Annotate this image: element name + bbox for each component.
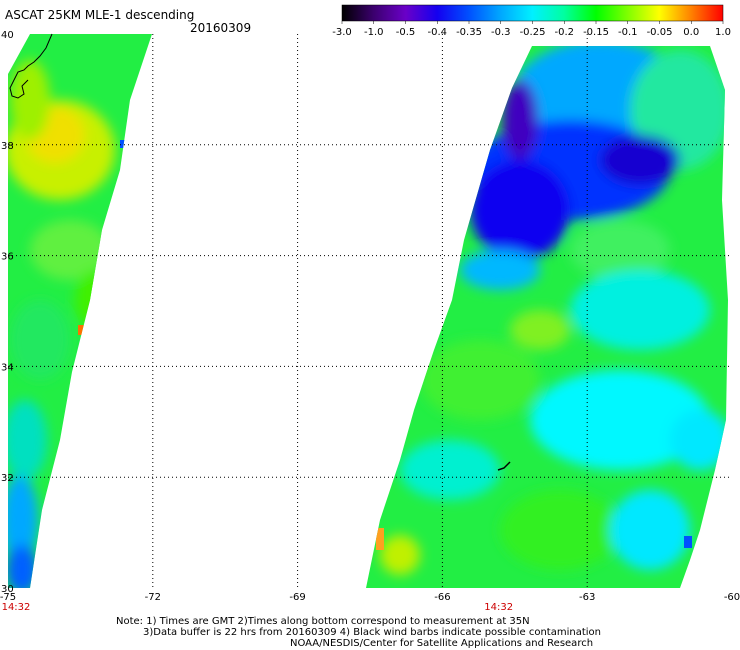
map-title: ASCAT 25KM MLE-1 descending [5,8,195,22]
map-date: 20160309 [190,21,252,35]
lat-tick-label: 32 [1,473,14,484]
footer-note-line1: Note: 1) Times are GMT 2)Times along bot… [116,616,530,627]
colorbar-label: -0.05 [647,27,673,38]
time-label: 14:32 [2,602,31,613]
colorbar-label: -0.1 [618,27,638,38]
lon-tick-label: -66 [434,592,450,603]
lat-tick-label: 38 [1,141,14,152]
colorbar: -3.0 -1.0 -0.5 -0.4 -0.35 -0.3 -0.25 -0.2 -0.15-… [332,4,731,38]
coastline [9,33,53,99]
time-label: 14:32 [484,602,513,613]
colorbar-label: -1.0 [364,27,384,38]
lat-tick-label: 30 [1,584,14,595]
colorbar-label: -0.25 [520,27,546,38]
colorbar-label: -0.4 [427,27,447,38]
lat-tick-label: 36 [1,252,14,263]
lon-tick-label: -69 [289,592,305,603]
colorbar-label: 0.0 [683,27,699,38]
colorbar-label: -0.35 [456,27,482,38]
lat-tick-label: 34 [1,362,14,373]
colorbar-label: -0.5 [396,27,416,38]
lat-tick-label: 40 [1,30,14,41]
lat-lon-gridlines [8,34,732,588]
lon-tick-label: -60 [724,592,740,603]
lon-tick-label: -63 [579,592,595,603]
east-swath [366,46,728,588]
lon-tick-label: -72 [145,592,161,603]
colorbar-label: 1.0 [715,27,731,38]
footer-credit: NOAA/NESDIS/Center for Satellite Applica… [290,638,594,649]
colorbar-label: -0.3 [491,27,511,38]
wind-barb [497,461,511,471]
axis-labels: -75 -72 -69 -66 -63 -60 40 38 36 34 32 30 14:32 14:32 [0,30,740,613]
colorbar-label: -3.0 [332,27,352,38]
colorbar-label: -0.2 [554,27,574,38]
colorbar-gradient [341,4,724,22]
colorbar-label: -0.15 [583,27,609,38]
lon-tick-label: -75 [0,592,16,603]
footer-note-line2: 3)Data buffer is 22 hrs from 20160309 4)… [143,627,601,638]
west-swath [8,34,152,588]
